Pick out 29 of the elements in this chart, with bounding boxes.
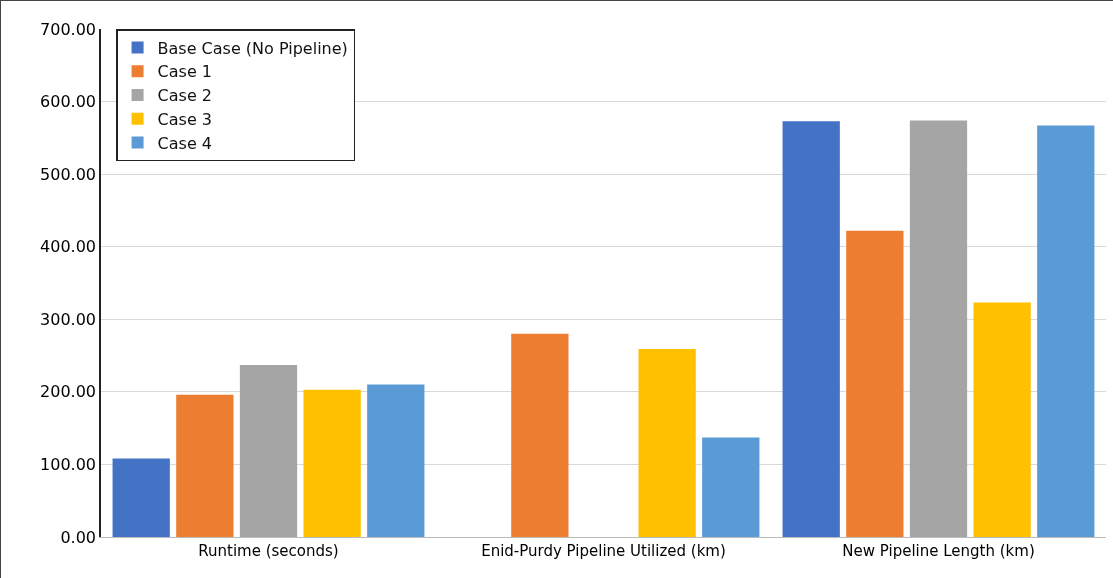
bar bbox=[176, 394, 234, 537]
y-tick-label: 300.00 bbox=[40, 309, 97, 329]
y-tick-label: 200.00 bbox=[40, 382, 97, 402]
bar bbox=[1037, 125, 1095, 537]
bar bbox=[511, 333, 569, 537]
bar bbox=[782, 121, 840, 537]
y-tick-label: 0.00 bbox=[60, 527, 97, 547]
y-tick-label: 100.00 bbox=[40, 455, 97, 475]
x-tick-label: New Pipeline Length (km) bbox=[842, 542, 1035, 560]
y-tick-label: 700.00 bbox=[40, 19, 97, 39]
x-tick-label: Runtime (seconds) bbox=[198, 542, 339, 560]
y-tick-label: 600.00 bbox=[40, 92, 97, 112]
legend-label: Base Case (No Pipeline) bbox=[157, 38, 348, 58]
bar bbox=[239, 365, 298, 537]
bar bbox=[112, 458, 170, 537]
y-tick-label: 500.00 bbox=[40, 164, 97, 184]
bar bbox=[909, 120, 968, 537]
bar bbox=[973, 302, 1031, 537]
legend-label: Case 4 bbox=[157, 133, 212, 153]
bar bbox=[638, 349, 696, 537]
y-tick-label: 400.00 bbox=[40, 237, 97, 257]
bar bbox=[303, 389, 361, 537]
bar bbox=[702, 437, 760, 537]
bar bbox=[846, 230, 904, 537]
legend-label: Case 3 bbox=[157, 110, 212, 130]
legend-label: Case 2 bbox=[157, 86, 212, 106]
x-tick-label: Enid-Purdy Pipeline Utilized (km) bbox=[481, 542, 726, 560]
legend-label: Case 1 bbox=[157, 62, 212, 82]
bar bbox=[367, 384, 425, 537]
